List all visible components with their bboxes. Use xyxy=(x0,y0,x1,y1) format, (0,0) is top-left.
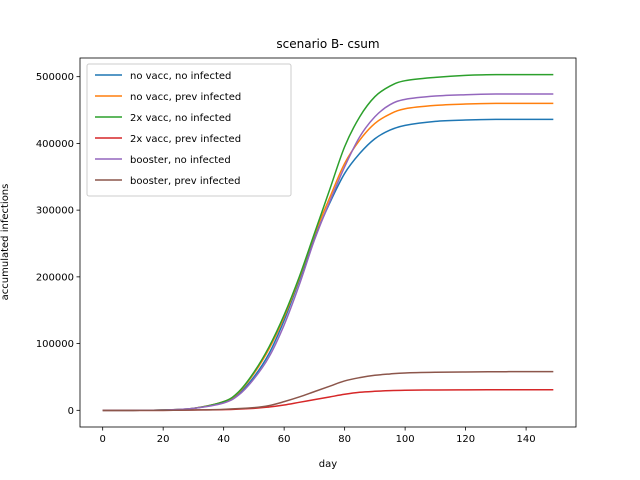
legend-label: no vacc, no infected xyxy=(130,71,231,82)
chart-title: scenario B- csum xyxy=(276,37,379,51)
x-tick-label: 20 xyxy=(157,434,170,445)
legend-label: booster, no infected xyxy=(130,155,231,166)
y-tick-label: 200000 xyxy=(36,272,74,283)
series-line-5 xyxy=(102,93,554,412)
y-tick-label: 500000 xyxy=(36,72,74,83)
legend-label: 2x vacc, prev infected xyxy=(130,134,241,145)
series-layer xyxy=(102,73,554,412)
x-axis: 0 20 40 60 80 100 120 140 xyxy=(99,427,536,445)
legend-label: booster, prev infected xyxy=(130,176,241,187)
legend-box xyxy=(86,63,292,197)
plot-frame xyxy=(79,57,577,428)
x-tick-label: 40 xyxy=(217,434,230,445)
x-tick-label: 80 xyxy=(338,434,351,445)
x-tick-label: 60 xyxy=(278,434,291,445)
y-tick-label: 400000 xyxy=(36,139,74,150)
series-line-6 xyxy=(102,370,554,412)
y-tick-label: 100000 xyxy=(36,339,74,350)
y-tick-label: 0 xyxy=(68,406,74,417)
y-axis-label: accumulated infections xyxy=(0,184,11,301)
x-tick-label: 120 xyxy=(456,434,475,445)
legend-label: no vacc, prev infected xyxy=(130,92,241,103)
y-tick-label: 300000 xyxy=(36,206,74,217)
x-tick-label: 100 xyxy=(396,434,415,445)
y-axis: 0 100000 200000 300000 400000 500000 xyxy=(36,72,80,417)
x-tick-label: 140 xyxy=(517,434,536,445)
legend: no vacc, no infected no vacc, prev infect… xyxy=(86,63,292,197)
legend-label: 2x vacc, no infected xyxy=(130,113,231,124)
x-axis-label: day xyxy=(319,459,337,470)
x-tick-label: 0 xyxy=(99,434,105,445)
